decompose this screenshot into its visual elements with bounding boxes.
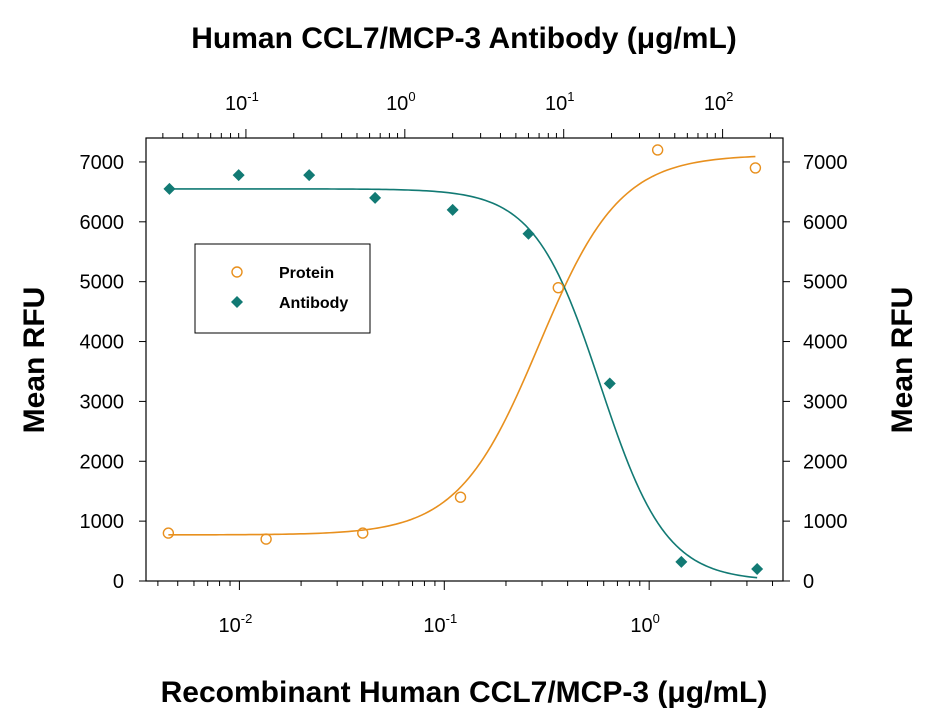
legend: Protein Antibody (194, 243, 371, 334)
bottom-axis-title: Recombinant Human CCL7/MCP-3 (μg/mL) (161, 676, 768, 709)
y-left-tick-label: 4000 (80, 332, 125, 354)
data-points (162, 144, 764, 576)
fit-curve-protein (168, 155, 756, 536)
y-right-tick-label: 3000 (803, 391, 848, 413)
y-right-tick-label: 5000 (803, 272, 848, 294)
y-left-tick-label: 3000 (80, 391, 125, 413)
x-bottom-tick-label: 100 (630, 611, 659, 637)
x-top-tick-label: 100 (386, 89, 415, 115)
y-left-tick-label: 2000 (80, 451, 125, 473)
x-top-tick-label: 101 (545, 89, 574, 115)
fit-curves (168, 155, 758, 579)
point-protein (454, 491, 467, 503)
x-bottom-tick-label: 10-2 (219, 611, 253, 637)
y-left-tick-label: 1000 (80, 511, 125, 533)
point-antibody (522, 227, 535, 240)
point-protein (162, 527, 175, 539)
y-left-tick-label: 5000 (80, 272, 125, 294)
point-antibody (751, 563, 764, 576)
point-antibody (446, 203, 459, 216)
top-axis-title: Human CCL7/MCP-3 Antibody (μg/mL) (191, 22, 737, 55)
y-left-tick-label: 7000 (80, 152, 125, 174)
point-protein (357, 527, 369, 539)
point-protein (552, 281, 564, 294)
y-right-tick-label: 7000 (803, 152, 848, 174)
plot-frame (145, 137, 784, 582)
y-right-tick-label: 4000 (803, 332, 848, 354)
point-protein (651, 144, 664, 156)
point-antibody (163, 182, 176, 195)
y-right-tick-label: 0 (803, 571, 814, 593)
point-antibody (369, 191, 382, 204)
point-protein (749, 162, 762, 174)
point-antibody (675, 555, 688, 568)
legend-antibody-marker (231, 296, 243, 308)
axis-ticks: 0 0 1000 1000 2000 2000 3000 3000 4000 4000 5000 50… (80, 89, 848, 637)
point-antibody (603, 377, 616, 390)
y-right-tick-label: 6000 (803, 212, 848, 234)
y-left-tick-label: 6000 (80, 212, 125, 234)
legend-protein-marker (231, 266, 243, 278)
legend-protein-label: Protein (279, 265, 334, 282)
point-protein (260, 533, 272, 545)
x-top-tick-label: 10-1 (225, 89, 259, 115)
left-axis-title: Mean RFU (18, 287, 51, 434)
y-right-tick-label: 2000 (803, 451, 848, 473)
x-top-tick-label: 102 (704, 89, 733, 115)
y-right-tick-label: 1000 (803, 511, 848, 533)
fit-curve-antibody (169, 188, 758, 579)
right-axis-title: Mean RFU (886, 287, 919, 434)
legend-antibody-label: Antibody (279, 295, 348, 312)
point-antibody (232, 169, 245, 182)
x-bottom-tick-label: 10-1 (423, 611, 457, 637)
legend-box (194, 243, 371, 334)
point-antibody (303, 169, 316, 182)
y-left-tick-label: 0 (113, 571, 124, 593)
